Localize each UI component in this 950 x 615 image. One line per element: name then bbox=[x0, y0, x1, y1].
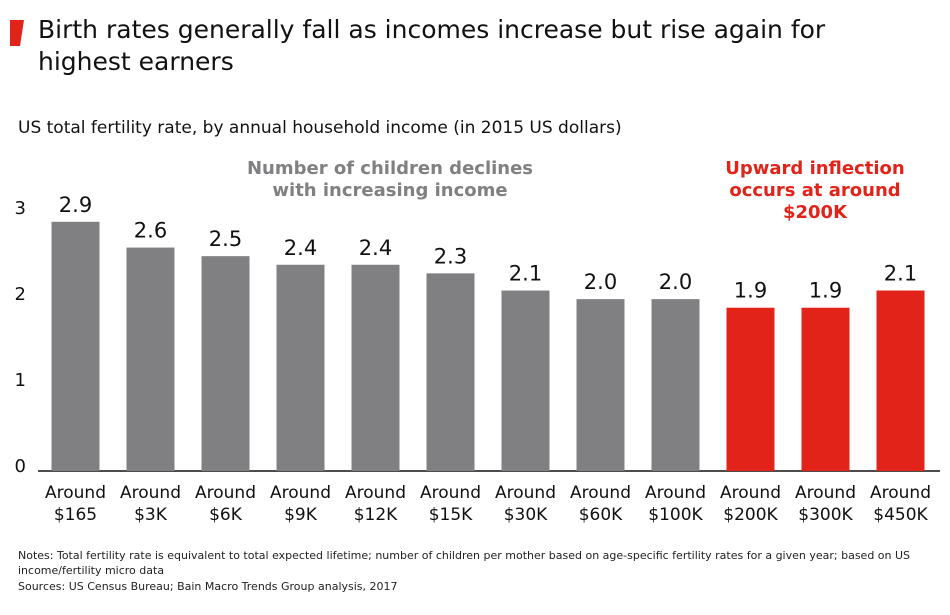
x-tick-label: Around $200K bbox=[720, 483, 781, 525]
value-label: 1.9 bbox=[734, 279, 767, 303]
title-marker bbox=[10, 20, 24, 46]
x-tick-label: Around $15K bbox=[420, 483, 481, 525]
value-label: 2.9 bbox=[59, 193, 92, 217]
chart-subtitle: US total fertility rate, by annual house… bbox=[18, 118, 622, 138]
bar bbox=[576, 299, 625, 471]
y-tick-label: 2 bbox=[15, 284, 26, 305]
x-tick-label: Around $100K bbox=[645, 483, 706, 525]
bar bbox=[276, 264, 325, 471]
x-tick-label: Around $450K bbox=[870, 483, 931, 525]
value-label: 2.3 bbox=[434, 244, 467, 268]
x-tick-label: Around $3K bbox=[120, 483, 181, 525]
value-label: 2.1 bbox=[509, 262, 542, 286]
y-tick-label: 0 bbox=[15, 456, 26, 477]
bar bbox=[426, 273, 475, 471]
value-label: 2.4 bbox=[284, 236, 317, 260]
x-tick-label: Around $165 bbox=[45, 483, 106, 525]
value-label: 2.1 bbox=[884, 262, 917, 286]
bar bbox=[201, 256, 250, 471]
bar bbox=[876, 290, 925, 471]
bar bbox=[351, 264, 400, 471]
value-label: 2.4 bbox=[359, 236, 392, 260]
x-tick-label: Around $30K bbox=[495, 483, 556, 525]
x-tick-label: Around $12K bbox=[345, 483, 406, 525]
y-tick-label: 3 bbox=[15, 198, 26, 219]
value-label: 2.0 bbox=[659, 270, 692, 294]
bar bbox=[51, 221, 100, 471]
value-label: 2.6 bbox=[134, 219, 167, 243]
annotation: Upward inflection occurs at around $200K bbox=[725, 158, 905, 223]
x-tick-label: Around $300K bbox=[795, 483, 856, 525]
value-label: 2.5 bbox=[209, 227, 242, 251]
x-tick-label: Around $60K bbox=[570, 483, 631, 525]
notes: Notes: Total fertility rate is equivalen… bbox=[18, 549, 911, 577]
bar bbox=[501, 290, 550, 471]
sources: Sources: US Census Bureau; Bain Macro Tr… bbox=[18, 580, 398, 593]
chart-title: Birth rates generally fall as incomes in… bbox=[38, 15, 826, 76]
bar bbox=[126, 247, 175, 471]
bar bbox=[726, 307, 775, 471]
annotation: Number of children declines with increas… bbox=[246, 158, 534, 201]
value-label: 2.0 bbox=[584, 270, 617, 294]
bar bbox=[651, 299, 700, 471]
bar bbox=[801, 307, 850, 471]
x-tick-label: Around $9K bbox=[270, 483, 331, 525]
value-label: 1.9 bbox=[809, 279, 842, 303]
y-tick-label: 1 bbox=[15, 370, 26, 391]
x-tick-label: Around $6K bbox=[195, 483, 256, 525]
